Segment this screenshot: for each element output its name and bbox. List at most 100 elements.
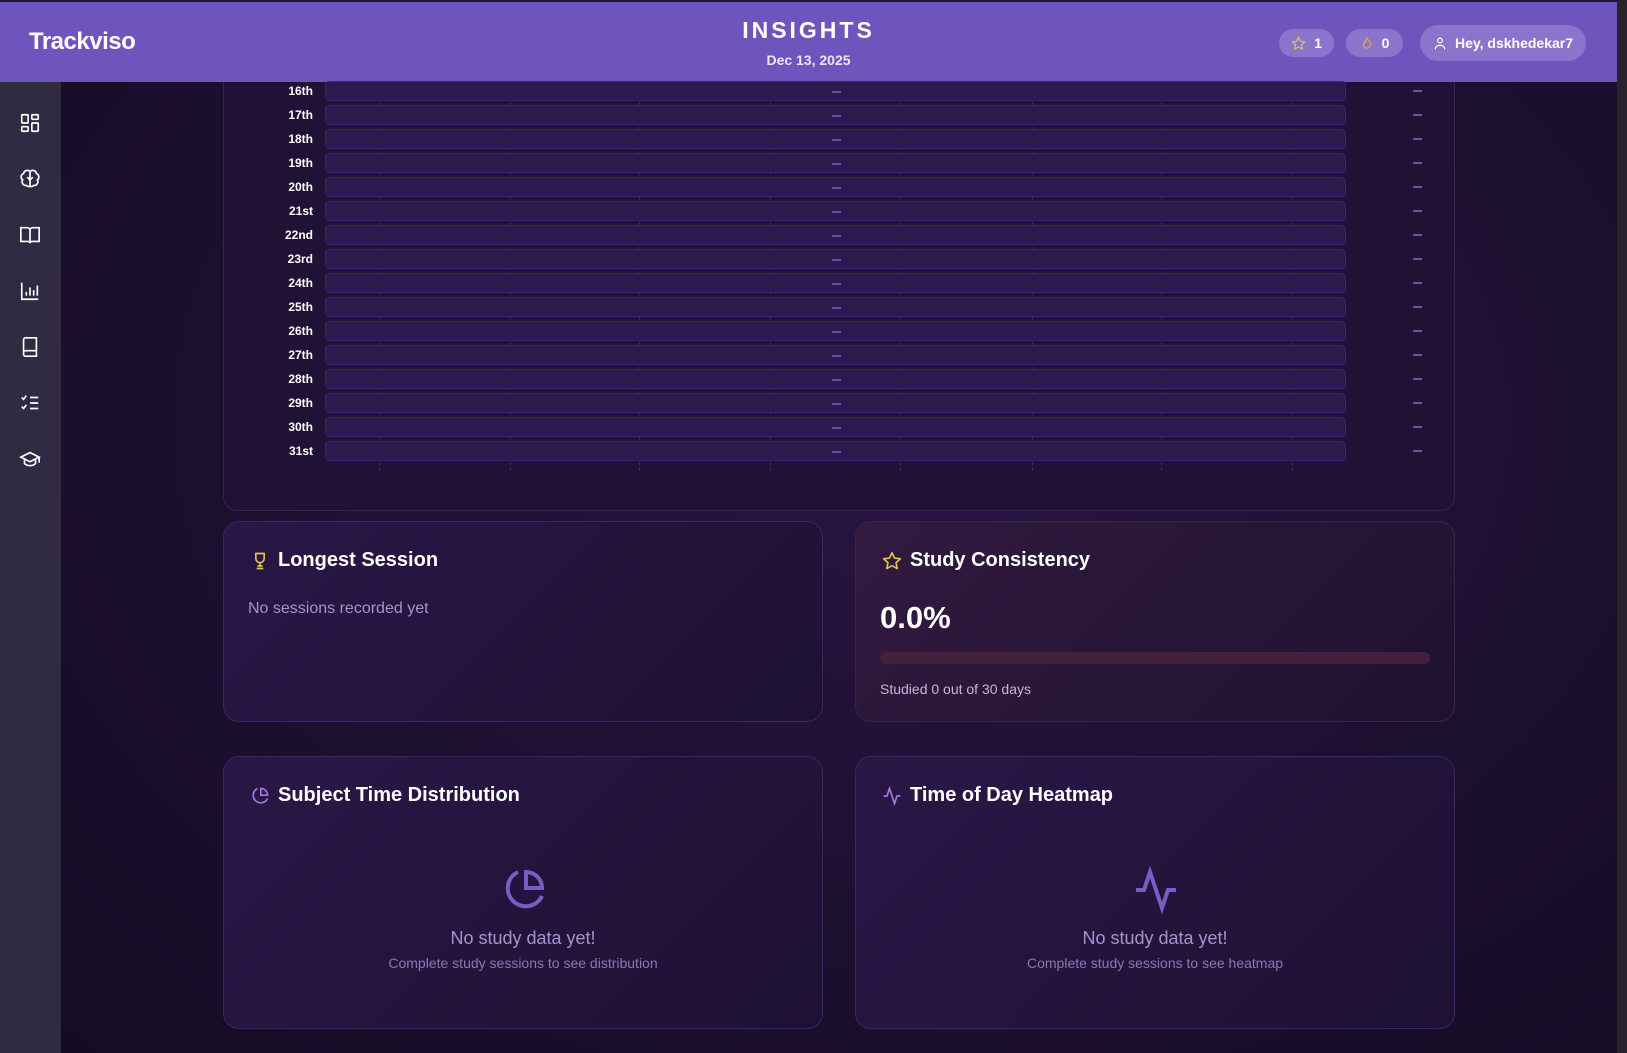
day-row: 26th — bbox=[224, 321, 1456, 341]
day-bar[interactable] bbox=[325, 177, 1346, 197]
day-row: 27th — bbox=[224, 345, 1456, 365]
stars-badge[interactable]: 1 bbox=[1279, 29, 1334, 57]
day-value: — bbox=[1413, 378, 1422, 380]
user-icon bbox=[1434, 37, 1446, 49]
day-bar[interactable] bbox=[325, 201, 1346, 221]
day-value: — bbox=[1413, 186, 1422, 188]
card-title: Subject Time Distribution bbox=[278, 784, 520, 806]
scrollbar-track[interactable] bbox=[1617, 0, 1627, 1053]
day-bar[interactable] bbox=[325, 273, 1346, 293]
book-icon[interactable] bbox=[19, 336, 41, 358]
day-row: 24th — bbox=[224, 273, 1456, 293]
day-label: 17th bbox=[288, 108, 313, 122]
day-value: — bbox=[1413, 234, 1422, 236]
user-menu-button[interactable]: Hey, dskhedekar7 bbox=[1420, 25, 1586, 61]
day-value: — bbox=[1413, 402, 1422, 404]
empty-bar-marker bbox=[832, 403, 841, 405]
day-value: — bbox=[1413, 330, 1422, 332]
empty-bar-marker bbox=[832, 115, 841, 117]
empty-state-subtitle: Complete study sessions to see heatmap bbox=[1026, 955, 1284, 971]
day-row: 20th — bbox=[224, 177, 1456, 197]
day-bar[interactable] bbox=[325, 105, 1346, 125]
dashboard-icon[interactable] bbox=[19, 112, 41, 134]
day-bar[interactable] bbox=[325, 129, 1346, 149]
day-value: — bbox=[1413, 282, 1422, 284]
study-consistency-card: Study Consistency 0.0% Studied 0 out of … bbox=[855, 521, 1455, 722]
day-bar[interactable] bbox=[325, 417, 1346, 437]
day-row: 31st — bbox=[224, 441, 1456, 461]
activity-icon bbox=[1136, 866, 1176, 914]
day-row: 16th — bbox=[224, 81, 1456, 101]
card-title: Time of Day Heatmap bbox=[910, 784, 1114, 806]
day-label: 23rd bbox=[287, 252, 313, 266]
checklist-icon[interactable] bbox=[19, 392, 41, 414]
flame-icon bbox=[1362, 36, 1371, 49]
empty-bar-marker bbox=[832, 139, 841, 141]
day-value: — bbox=[1413, 162, 1422, 164]
day-bar[interactable] bbox=[325, 393, 1346, 413]
day-value: — bbox=[1413, 90, 1422, 92]
day-bar[interactable] bbox=[325, 369, 1346, 389]
day-bar[interactable] bbox=[325, 81, 1346, 101]
empty-bar-marker bbox=[832, 187, 841, 189]
day-value: — bbox=[1413, 138, 1422, 140]
day-row: 19th — bbox=[224, 153, 1456, 173]
page-title: INSIGHTS bbox=[742, 17, 875, 43]
longest-session-card: Longest Session No sessions recorded yet bbox=[223, 521, 823, 722]
day-bar[interactable] bbox=[325, 225, 1346, 245]
day-label: 29th bbox=[288, 396, 313, 410]
empty-state-subtitle: Complete study sessions to see distribut… bbox=[388, 955, 658, 971]
empty-bar-marker bbox=[832, 163, 841, 165]
day-row: 29th — bbox=[224, 393, 1456, 413]
day-bar[interactable] bbox=[325, 153, 1346, 173]
day-value: — bbox=[1413, 450, 1422, 452]
empty-bar-marker bbox=[832, 427, 841, 429]
day-value: — bbox=[1413, 114, 1422, 116]
day-bar[interactable] bbox=[325, 249, 1346, 269]
graduation-cap-icon[interactable] bbox=[19, 448, 41, 470]
bar-chart-icon[interactable] bbox=[19, 280, 41, 302]
day-row: 21st — bbox=[224, 201, 1456, 221]
empty-bar-marker bbox=[832, 283, 841, 285]
day-bar[interactable] bbox=[325, 297, 1346, 317]
app-header: Trackviso INSIGHTS Dec 13, 2025 1 0 Hey,… bbox=[0, 2, 1617, 82]
empty-bar-marker bbox=[832, 379, 841, 381]
app-logo[interactable]: Trackviso bbox=[29, 28, 136, 55]
day-row: 18th — bbox=[224, 129, 1456, 149]
day-value: — bbox=[1413, 306, 1422, 308]
brain-icon[interactable] bbox=[19, 168, 41, 190]
day-label: 27th bbox=[288, 348, 313, 362]
day-bar[interactable] bbox=[325, 321, 1346, 341]
day-value: — bbox=[1413, 426, 1422, 428]
pie-chart-icon bbox=[505, 869, 545, 909]
day-bar[interactable] bbox=[325, 441, 1346, 461]
consistency-progress-bar bbox=[880, 652, 1430, 664]
consistency-value: 0.0% bbox=[880, 600, 951, 635]
subject-distribution-card: Subject Time Distribution No study data … bbox=[223, 756, 823, 1029]
empty-bar-marker bbox=[832, 331, 841, 333]
day-label: 22nd bbox=[284, 228, 313, 242]
day-row: 25th — bbox=[224, 297, 1456, 317]
star-icon bbox=[882, 551, 902, 569]
open-book-icon[interactable] bbox=[19, 224, 41, 246]
day-label: 31st bbox=[288, 444, 313, 458]
day-value: — bbox=[1413, 210, 1422, 212]
star-icon bbox=[1291, 36, 1306, 50]
empty-bar-marker bbox=[832, 355, 841, 357]
empty-bar-marker bbox=[832, 307, 841, 309]
card-title: Study Consistency bbox=[910, 549, 1091, 571]
card-title: Longest Session bbox=[278, 549, 439, 571]
day-label: 20th bbox=[288, 180, 313, 194]
activity-icon bbox=[883, 785, 901, 806]
day-label: 16th bbox=[288, 84, 313, 98]
sidebar bbox=[0, 82, 61, 1053]
day-row: 28th — bbox=[224, 369, 1456, 389]
day-bar[interactable] bbox=[325, 345, 1346, 365]
stars-count: 1 bbox=[1314, 35, 1322, 51]
streak-badge[interactable]: 0 bbox=[1346, 29, 1403, 57]
day-label: 30th bbox=[288, 420, 313, 434]
day-row: 22nd — bbox=[224, 225, 1456, 245]
pie-chart-icon bbox=[252, 787, 269, 804]
day-label: 25th bbox=[288, 300, 313, 314]
consistency-caption: Studied 0 out of 30 days bbox=[880, 681, 1031, 697]
